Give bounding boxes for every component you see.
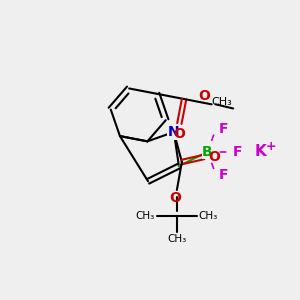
Text: K: K bbox=[255, 144, 266, 159]
Text: +: + bbox=[266, 140, 276, 153]
Text: F: F bbox=[232, 145, 242, 159]
Text: O: O bbox=[173, 127, 185, 141]
Text: F: F bbox=[219, 122, 228, 136]
Text: CH₃: CH₃ bbox=[199, 211, 218, 221]
Text: O: O bbox=[169, 191, 181, 205]
Text: CH₃: CH₃ bbox=[136, 211, 155, 221]
Text: N: N bbox=[168, 125, 180, 139]
Text: CH₃: CH₃ bbox=[167, 234, 187, 244]
Text: F: F bbox=[219, 168, 228, 182]
Text: O: O bbox=[208, 150, 220, 164]
Text: B: B bbox=[202, 145, 213, 159]
Text: O: O bbox=[199, 89, 211, 103]
Text: CH₃: CH₃ bbox=[212, 98, 232, 107]
